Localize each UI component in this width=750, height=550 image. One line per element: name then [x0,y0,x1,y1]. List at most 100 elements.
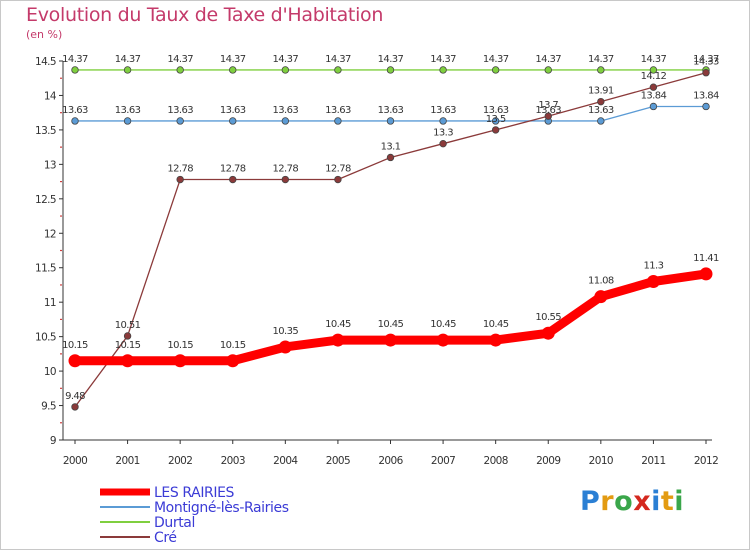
series-0-point [489,333,503,347]
y-tick-label: 10 [44,366,56,378]
series-1-point [702,102,710,111]
series-0-point [68,354,82,368]
series-0-point [384,333,397,347]
data-label: 13.63 [325,105,351,116]
series-1-point [123,117,132,125]
data-label: 13.63 [378,105,404,116]
x-tick-label: 2007 [431,455,455,467]
data-label: 10.15 [115,340,141,351]
logo-letter: i [674,486,685,517]
data-label: 14.37 [641,54,667,65]
data-label: 14.37 [273,54,299,65]
axes: 9 9.5 10 10.5 11 11.5 12 12.5 13 13.5 14 14.5 2000 20… [35,56,719,467]
series-1-point [176,117,184,125]
data-label: 13.5 [486,114,506,125]
x-tick-label: 2000 [63,455,87,467]
data-label: 14.37 [430,54,456,65]
x-tick-label: 2002 [168,455,192,467]
y-tick-label: 12 [44,228,56,240]
x-tick-label: 2012 [694,455,718,467]
series-3-point [702,69,710,77]
data-label: 10.15 [62,340,88,351]
series-2-point [123,66,132,74]
data-label: 10.45 [483,319,509,330]
series-2-point [491,66,500,74]
data-label: 13.84 [693,90,719,101]
series-0-point [541,326,555,340]
data-label: 13.63 [430,105,456,116]
x-tick-label: 2010 [589,455,613,467]
data-label: 13.63 [115,105,141,116]
data-label: 13.63 [588,105,614,116]
series-3-point [597,97,605,106]
series-3-point [386,153,395,162]
series-2-point [544,66,552,74]
series-3-point [491,126,500,134]
series-3 [71,69,710,411]
logo-letter: x [633,486,652,517]
data-label: 14.37 [167,54,193,65]
data-label: 13.63 [273,105,299,116]
data-label: 14.37 [535,54,561,65]
series-2-point [649,66,658,74]
data-label: 14.37 [588,54,614,65]
series-0-point [278,340,292,354]
series-0 [68,267,713,368]
series-3-point [281,175,290,184]
data-label: 13.7 [538,100,558,111]
logo-letter: r [600,486,615,517]
series-2-point [176,66,184,74]
data-label: 13.63 [220,105,246,116]
x-tick-label: 2009 [536,455,560,467]
data-label: 10.15 [220,340,246,351]
series-1-point [649,102,658,111]
series-3-point [123,332,132,340]
series-2-point [71,66,79,74]
series-1-point [491,117,500,125]
data-label: 12.78 [167,164,193,175]
data-label: 13.3 [433,128,453,139]
series-2-point [334,66,342,74]
logo-letter: o [614,486,634,517]
data-label: 14.37 [378,54,404,65]
series-3-point [439,139,447,148]
data-labels: 10.15 10.15 10.15 10.15 10.35 10.45 10.45 10.45… [62,54,719,402]
series-2-point [597,66,605,74]
legend-label: Montigné-lès-Rairies [154,500,289,516]
y-tick-label: 11.5 [35,263,56,275]
y-tick-label: 9.5 [41,401,56,413]
series-1-point [229,117,237,125]
series-0-point [121,354,135,368]
data-label: 11.41 [693,253,719,264]
data-label: 10.45 [378,319,404,330]
series-3-point [229,175,237,184]
data-label: 14.37 [115,54,141,65]
y-tick-label: 11 [44,297,56,309]
y-tick-label: 14.5 [35,56,56,68]
series-0-point [331,333,345,347]
x-tick-label: 2003 [221,455,245,467]
legend-label: Durtal [154,515,195,531]
y-axis-unit: (en %) [26,28,63,41]
data-label: 11.08 [588,276,614,287]
series-3-point [649,83,658,91]
series-2-point [386,66,395,74]
data-label: 10.35 [273,326,299,337]
series-1-point [386,117,395,125]
logo-letter: t [660,486,675,517]
series-2-point [229,66,237,74]
data-label: 13.63 [483,105,509,116]
data-label: 13.63 [535,105,561,116]
data-label: 12.78 [220,164,246,175]
data-label: 14.37 [483,54,509,65]
series-1 [71,102,710,125]
data-label: 12.78 [273,164,299,175]
series-1-point [439,117,447,125]
y-tick-label: 13 [44,159,56,171]
series-3-point [544,112,552,120]
data-label: 9.48 [65,391,85,402]
data-label: 14.33 [693,57,719,68]
